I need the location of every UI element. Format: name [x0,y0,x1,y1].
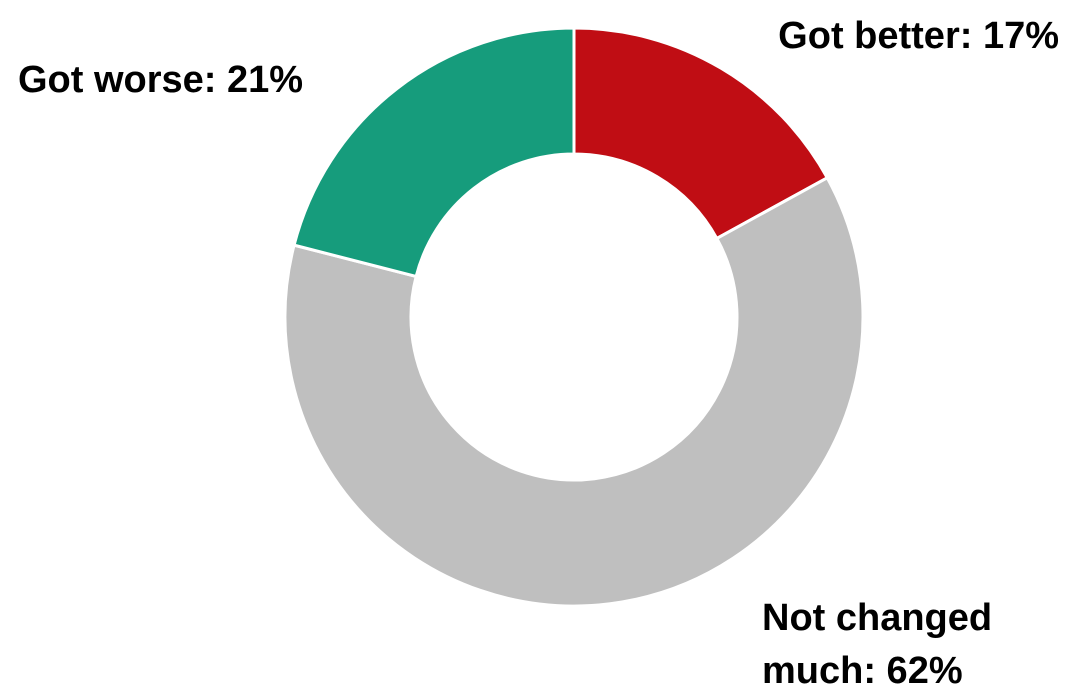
slice-label-got-better: Got better: 17% [778,15,1059,57]
slice-not-changed-much [283,176,865,608]
slice-label-not-changed-much-line-1: Not changed [762,597,992,639]
slice-label-not-changed-much-line-2: much: 62% [762,650,963,691]
slice-got-better [572,26,829,240]
donut-slices [283,26,865,608]
slice-label-not-changed-much: Not changed much: 62% [762,597,1003,691]
slice-got-worse [292,26,576,278]
slice-label-got-worse: Got worse: 21% [18,59,303,101]
